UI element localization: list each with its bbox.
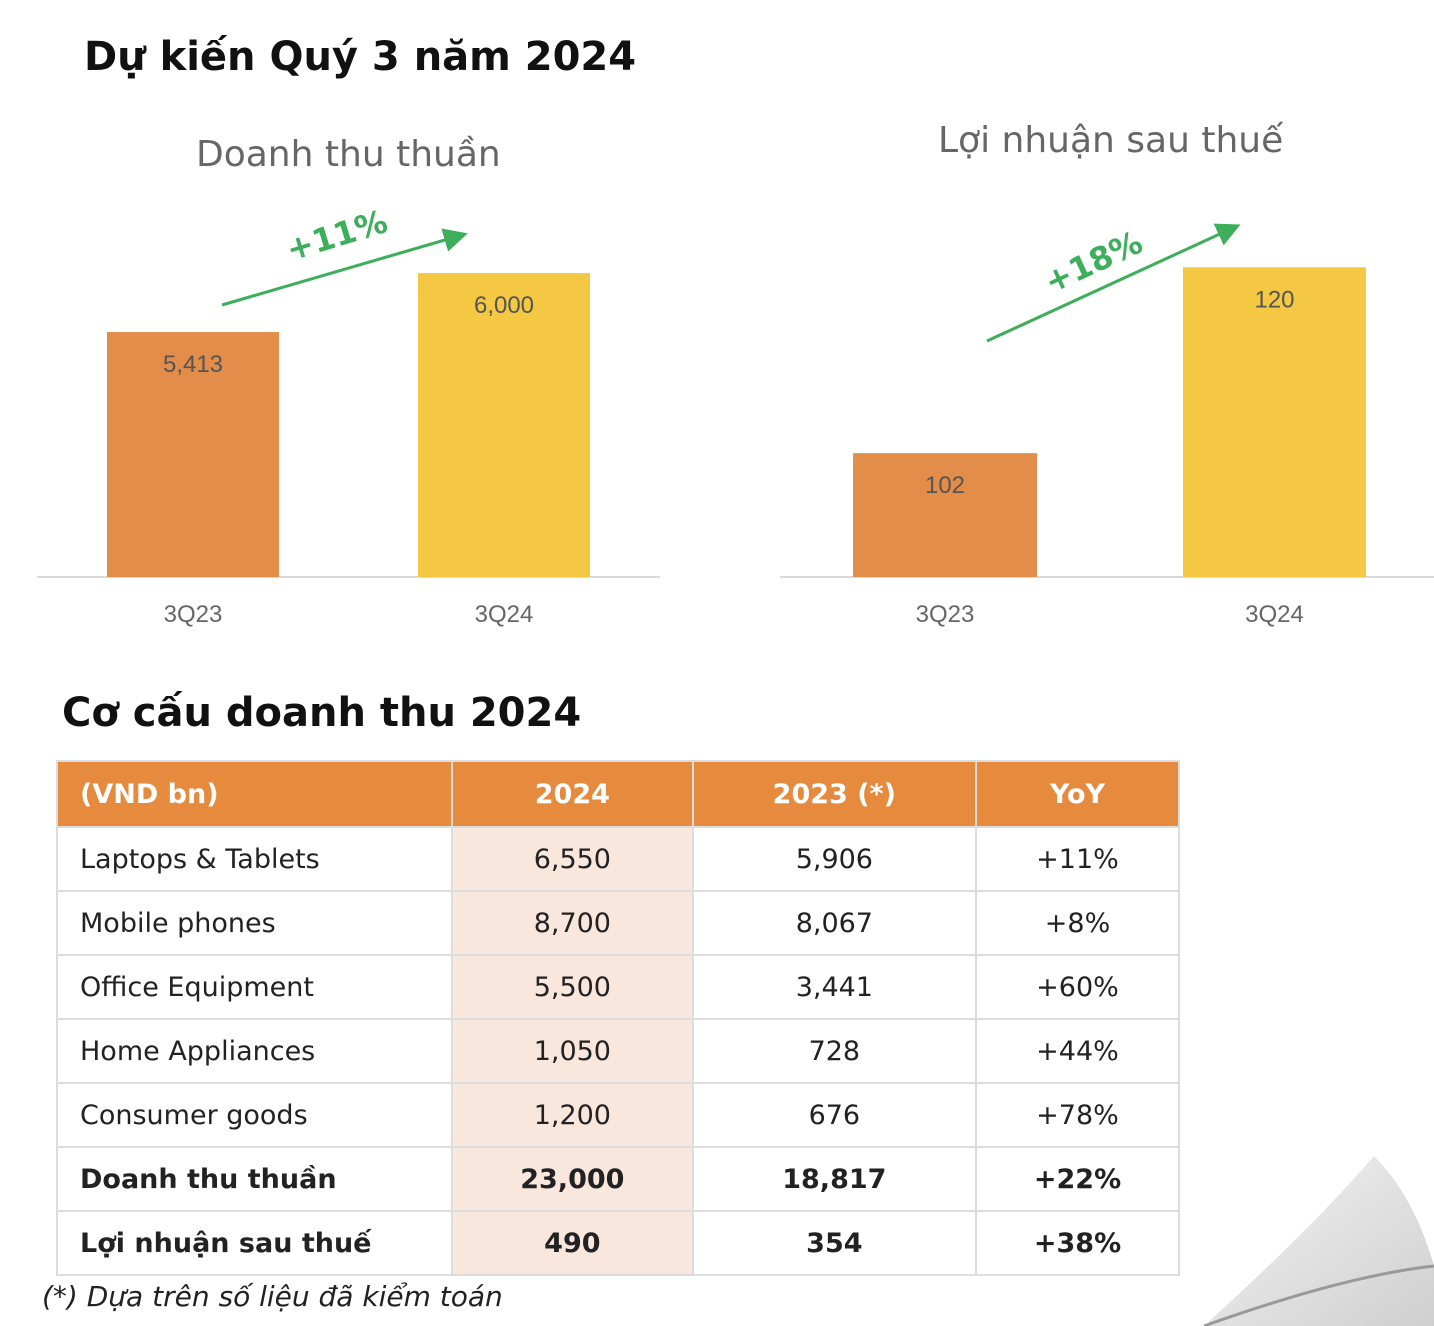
bar-3Q24 — [1183, 267, 1366, 577]
growth-arrow — [986, 223, 1241, 343]
table-row: Mobile phones 8,700 8,067 +8% — [56, 890, 1180, 956]
x-tick-label: 3Q23 — [916, 601, 975, 628]
value-2024: 1,200 — [451, 1082, 694, 1148]
value-yoy: +8% — [975, 890, 1180, 956]
row-label: Office Equipment — [56, 954, 453, 1020]
column-header: 2024 — [451, 760, 694, 828]
value-yoy: +78% — [975, 1082, 1180, 1148]
value-2023: 354 — [691, 1210, 978, 1276]
value-2024: 5,500 — [451, 954, 694, 1020]
table-row: Office Equipment 5,500 3,441 +60% — [56, 954, 1180, 1020]
row-label: Laptops & Tablets — [56, 826, 453, 892]
value-2023: 676 — [691, 1082, 978, 1148]
growth-arrow — [221, 228, 468, 307]
footnote: (*) Dựa trên số liệu đã kiểm toán — [42, 1280, 503, 1313]
value-2023: 18,817 — [691, 1146, 978, 1212]
value-yoy: +44% — [975, 1018, 1180, 1084]
data-label: 6,000 — [474, 292, 534, 319]
column-header: YoY — [975, 760, 1180, 828]
value-yoy: +22% — [975, 1146, 1180, 1212]
row-label: Consumer goods — [56, 1082, 453, 1148]
row-label: Lợi nhuận sau thuế — [56, 1210, 453, 1276]
value-2024: 23,000 — [451, 1146, 694, 1212]
data-label: 102 — [925, 472, 965, 499]
bar-3Q24 — [418, 273, 590, 577]
page-title: Dự kiến Quý 3 năm 2024 — [84, 34, 637, 80]
row-label: Doanh thu thuần — [56, 1146, 453, 1212]
value-2024: 6,550 — [451, 826, 694, 892]
growth-label: +18% — [1038, 223, 1148, 301]
row-label: Home Appliances — [56, 1018, 453, 1084]
data-label: 5,413 — [163, 351, 223, 378]
value-2024: 8,700 — [451, 890, 694, 956]
table-row: Consumer goods 1,200 676 +78% — [56, 1082, 1180, 1148]
value-yoy: +38% — [975, 1210, 1180, 1276]
table-row: Doanh thu thuần 23,000 18,817 +22% — [56, 1146, 1180, 1212]
chart-title-revenue: Doanh thu thuần — [196, 134, 501, 175]
table-row: Lợi nhuận sau thuế 490 354 +38% — [56, 1210, 1180, 1276]
chart-title-profit: Lợi nhuận sau thuế — [938, 120, 1284, 161]
value-2024: 1,050 — [451, 1018, 694, 1084]
page-curl-decoration — [1203, 1156, 1434, 1326]
row-label: Mobile phones — [56, 890, 453, 956]
data-label: 120 — [1254, 286, 1294, 313]
column-header: 2023 (*) — [691, 760, 978, 828]
table-row: Home Appliances 1,050 728 +44% — [56, 1018, 1180, 1084]
x-tick-label: 3Q24 — [475, 601, 534, 628]
x-tick-label: 3Q24 — [1245, 601, 1304, 628]
column-header: (VND bn) — [56, 760, 453, 828]
value-yoy: +11% — [975, 826, 1180, 892]
x-tick-label: 3Q23 — [164, 601, 223, 628]
section-title: Cơ cấu doanh thu 2024 — [62, 690, 582, 736]
value-yoy: +60% — [975, 954, 1180, 1020]
value-2023: 5,906 — [691, 826, 978, 892]
value-2023: 8,067 — [691, 890, 978, 956]
value-2024: 490 — [451, 1210, 694, 1276]
value-2023: 3,441 — [691, 954, 978, 1020]
table-row: Laptops & Tablets 6,550 5,906 +11% — [56, 826, 1180, 892]
bar-3Q23 — [107, 332, 279, 577]
revenue-structure-table: (VND bn) 2024 2023 (*) YoY Laptops & Tablet… — [56, 760, 1180, 1276]
table-header-row: (VND bn) 2024 2023 (*) YoY — [56, 760, 1180, 828]
bar-3Q23 — [853, 453, 1037, 577]
value-2023: 728 — [691, 1018, 978, 1084]
